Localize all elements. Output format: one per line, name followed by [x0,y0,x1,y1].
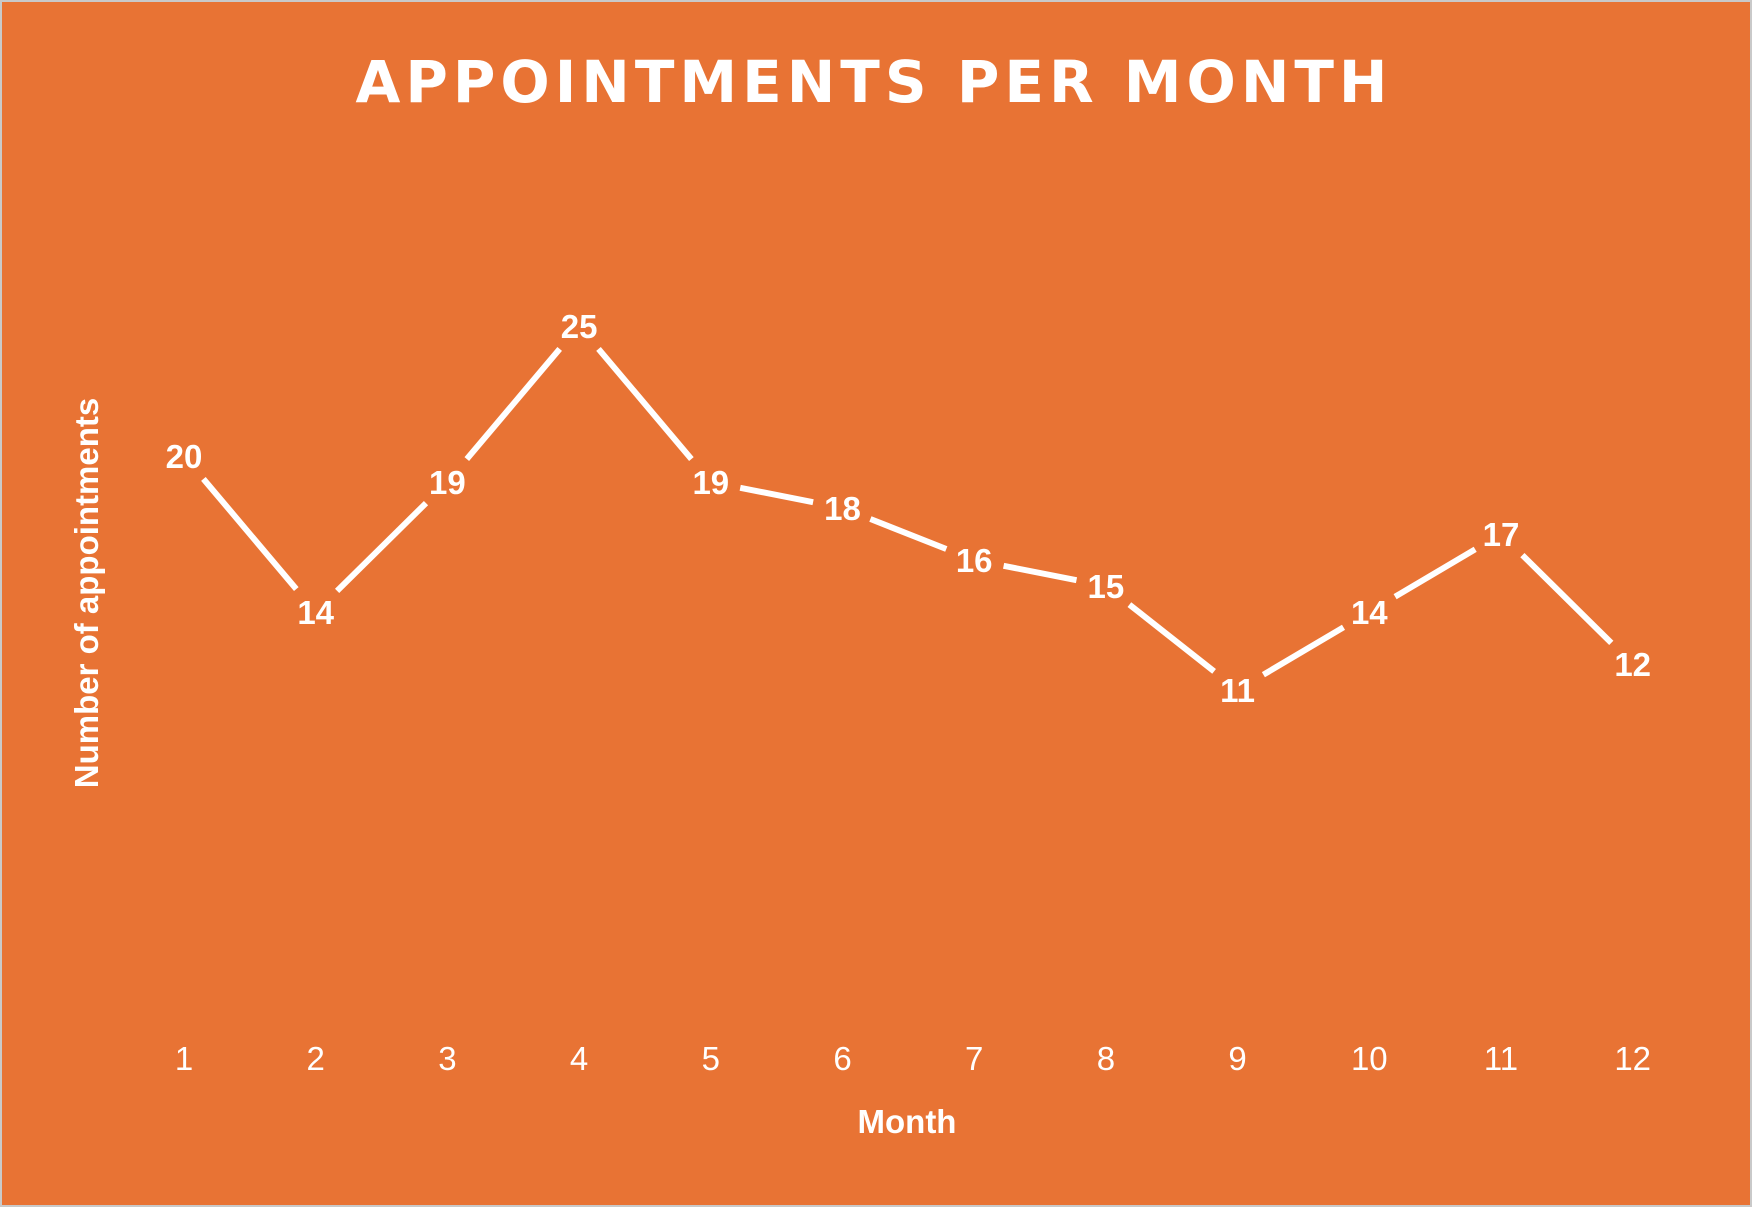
data-label-month-3: 19 [429,464,466,501]
x-tick-label-11: 11 [1484,1040,1518,1077]
chart-title: APPOINTMENTS PER MONTH [356,48,1393,116]
x-axis-label: Month [858,1103,957,1140]
data-label-month-7: 16 [956,542,993,579]
data-label-month-10: 14 [1351,594,1388,631]
line-segment-8-9 [1127,602,1216,674]
x-tick-label-5: 5 [702,1040,720,1077]
x-tick-label-2: 2 [307,1040,325,1077]
x-tick-label-1: 1 [175,1040,193,1077]
x-tick-label-6: 6 [833,1040,851,1077]
y-axis-label: Number of appointments [68,398,105,789]
data-label-month-11: 17 [1483,516,1520,553]
line-segment-6-7 [869,516,948,552]
x-tick-label-9: 9 [1228,1040,1246,1077]
line-segment-4-5 [596,346,694,462]
x-axis-ticks: 1 2 3 4 5 6 7 8 9 10 11 12 [175,1040,1651,1077]
data-label-month-9: 11 [1220,672,1255,709]
data-label-month-4: 25 [561,308,598,345]
x-tick-label-12: 12 [1614,1040,1651,1077]
line-segment-5-6 [739,484,814,506]
data-label-month-6: 18 [824,490,861,527]
series-line [201,346,1614,678]
x-tick-label-8: 8 [1097,1040,1115,1077]
x-tick-label-3: 3 [438,1040,456,1077]
x-tick-label-10: 10 [1351,1040,1388,1077]
data-label-month-2: 14 [297,594,334,631]
line-segment-10-11 [1393,546,1477,600]
line-segment-7-8 [1003,562,1078,584]
data-label-month-8: 15 [1088,568,1125,605]
line-segment-1-2 [201,476,299,592]
x-tick-label-4: 4 [570,1040,588,1077]
x-tick-label-7: 7 [965,1040,983,1077]
line-segment-2-3 [334,500,429,594]
data-labels: 20 14 19 25 19 18 16 15 11 14 17 12 [166,308,1651,709]
line-segment-3-4 [464,346,562,462]
line-segment-9-10 [1261,624,1346,678]
line-segment-11-12 [1520,552,1614,646]
drop-lines [182,350,1634,998]
data-label-month-12: 12 [1614,646,1651,683]
data-label-month-1: 20 [166,438,203,475]
data-label-month-5: 19 [692,464,729,501]
